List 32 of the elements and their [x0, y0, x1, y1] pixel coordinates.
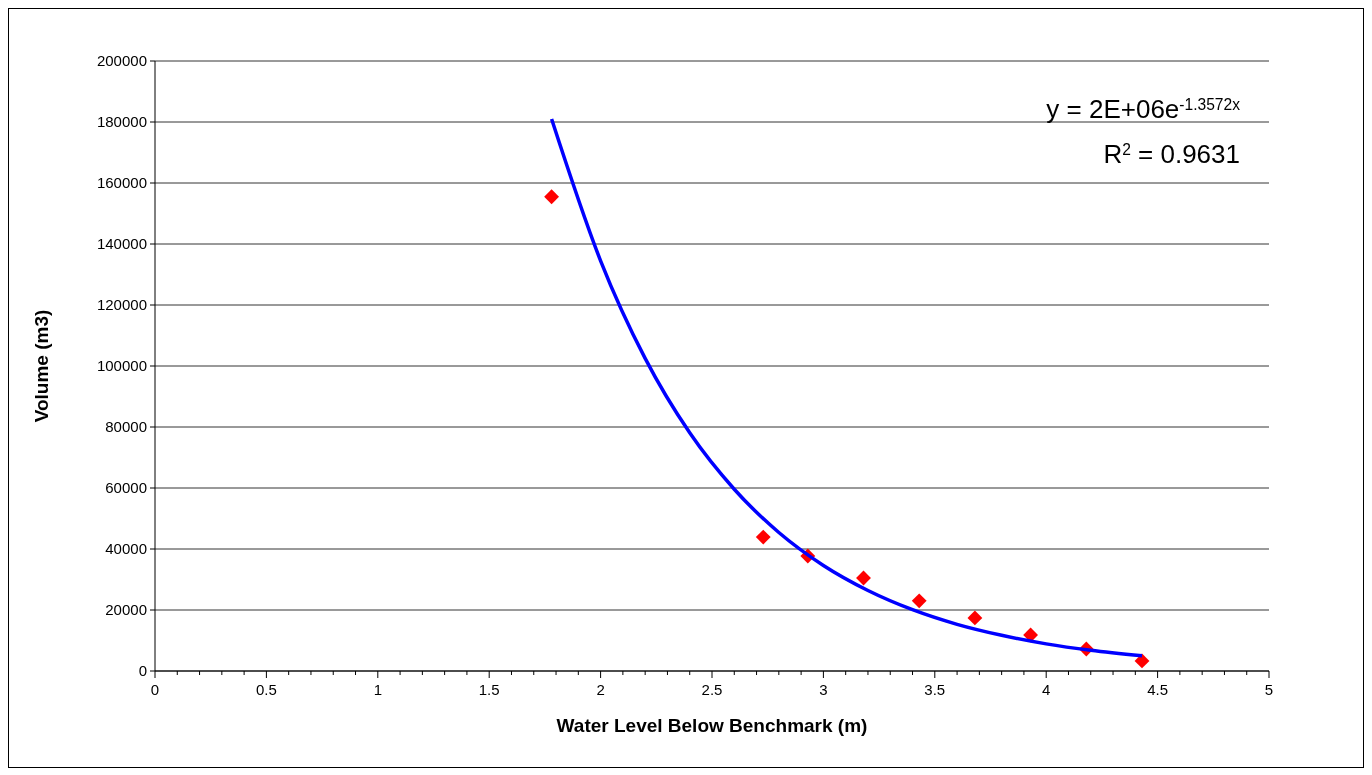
y-tick-label: 100000 [96, 357, 147, 375]
annotation: y = 2E+06e$^{-1.3572x}$ [1046, 94, 1241, 124]
x-tick-label: 0.5 [255, 681, 277, 698]
x-tick-label: 1 [373, 681, 382, 698]
point [967, 610, 983, 626]
y-tick-label: 180000 [96, 113, 147, 131]
x-tick-label: 2.5 [701, 681, 723, 698]
y-tick-label: 140000 [96, 235, 147, 253]
point [544, 189, 559, 205]
x-tick-label: 5 [1264, 681, 1274, 698]
y-tick-label: 40000 [105, 540, 147, 558]
x-tick-label: 1.5 [478, 681, 500, 698]
y-tick-label: 20000 [105, 601, 147, 619]
y-tick-label: 60000 [105, 479, 147, 497]
annotation: R$^{2}$ = 0.9631 [1103, 139, 1240, 169]
y-axis-title: Volume (m3) [31, 309, 52, 423]
x-tick-label: 0 [150, 681, 160, 698]
point [911, 593, 927, 609]
y-tick-label: 0 [138, 662, 147, 680]
x-axis-title: Water Level Below Benchmark (m) [556, 715, 868, 736]
x-tick-label: 2 [596, 681, 605, 698]
y-tick-label: 80000 [105, 418, 147, 436]
x-tick-label: 4.5 [1147, 681, 1169, 698]
point [1134, 653, 1150, 669]
x-tick-label: 3.5 [924, 681, 946, 698]
y-tick-label: 120000 [96, 296, 147, 314]
point [755, 529, 771, 545]
x-tick-label: 3 [819, 681, 828, 698]
y-tick-label: 200000 [96, 52, 147, 70]
x-tick-label: 4 [1042, 681, 1051, 698]
point [1023, 627, 1039, 643]
y-tick-label: 160000 [96, 174, 147, 192]
